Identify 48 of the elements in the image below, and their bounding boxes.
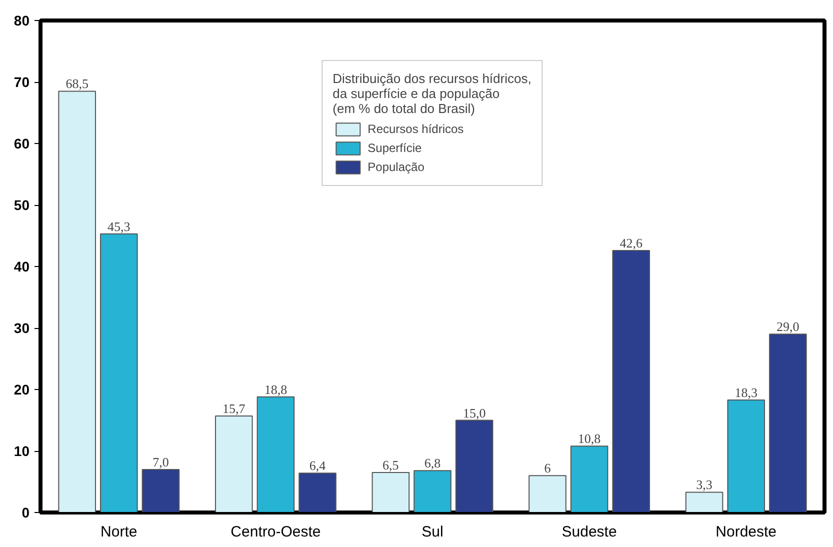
- bar: [142, 468, 180, 512]
- data-label: 18,8: [264, 382, 288, 397]
- bar: [414, 470, 452, 512]
- data-label: 15,0: [462, 405, 486, 420]
- y-tick-label: 60: [14, 136, 30, 152]
- legend-title: Distribuição dos recursos hídricos, da superfície e da população (em % do total do Brasil): [332, 71, 532, 116]
- x-tick-label: Sudeste: [562, 524, 617, 540]
- data-label: 29,0: [776, 319, 800, 334]
- data-label: 6,8: [424, 456, 441, 471]
- y-tick-label: 70: [14, 74, 30, 90]
- data-label: 18,3: [734, 384, 758, 400]
- data-label: 45,3: [108, 218, 130, 234]
- y-tick-label: 20: [14, 382, 30, 398]
- data-label: 3,3: [696, 477, 712, 492]
- data-label: 7,0: [152, 454, 169, 470]
- bar: [528, 475, 566, 512]
- data-label: 15,7: [222, 400, 246, 416]
- bar: [685, 492, 724, 512]
- x-tick-label: Centro-Oeste: [230, 524, 321, 540]
- bar: [372, 472, 410, 512]
- legend-label: Recursos hídricos: [368, 122, 464, 136]
- y-tick-label: 40: [14, 258, 30, 274]
- data-label: 68,5: [66, 76, 88, 92]
- data-label: 6: [544, 460, 552, 476]
- x-tick-label: Sul: [422, 524, 444, 540]
- bar: [455, 420, 494, 512]
- bar: [58, 90, 96, 512]
- bar: [769, 334, 807, 512]
- legend-label: População: [368, 160, 424, 174]
- x-tick-label: Norte: [100, 524, 138, 540]
- y-tick-label: 0: [22, 504, 30, 520]
- data-label: 10,8: [578, 431, 601, 446]
- bar: [298, 472, 336, 512]
- bar: [100, 233, 138, 512]
- bar: [612, 250, 650, 512]
- legend-label: Superfície: [368, 141, 422, 155]
- data-label: 42,6: [620, 236, 643, 251]
- bar: [256, 396, 295, 512]
- y-tick-label: 50: [14, 197, 30, 213]
- x-tick-label: Nordeste: [716, 524, 777, 540]
- data-label: 6,4: [309, 458, 326, 474]
- data-label: 6,5: [382, 458, 399, 473]
- y-tick-label: 30: [14, 320, 30, 336]
- bar: [727, 399, 765, 512]
- y-tick-label: 10: [14, 443, 30, 459]
- bar: [570, 446, 608, 512]
- y-tick-label: 80: [14, 12, 30, 28]
- bar: [214, 415, 253, 512]
